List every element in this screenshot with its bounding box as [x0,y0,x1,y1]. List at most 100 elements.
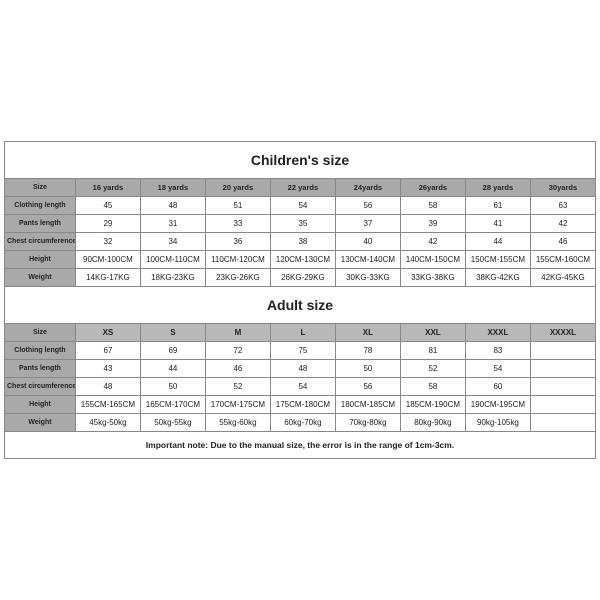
children-header-label: Size [5,179,76,197]
cell: 63 [530,197,595,215]
row-label: Clothing length [5,197,76,215]
row-label: Weight [5,414,76,432]
row-label: Weight [5,269,76,287]
cell: 120CM-130CM [270,251,335,269]
cell: 34 [140,233,205,251]
cell: 44 [140,360,205,378]
cell: 75 [270,342,335,360]
cell: 130CM-140CM [335,251,400,269]
row-label: Clothing length [5,342,76,360]
table-row: Pants length 43 44 46 48 50 52 54 [5,360,596,378]
cell: 54 [465,360,530,378]
cell: 43 [75,360,140,378]
cell: 170CM-175CM [205,396,270,414]
cell: 14KG-17KG [75,269,140,287]
children-title: Children's size [5,142,596,179]
adult-header-label: Size [5,324,76,342]
note-row: Important note: Due to the manual size, … [5,432,596,459]
cell: 58 [400,378,465,396]
children-header-cell: 26yards [400,179,465,197]
cell: 67 [75,342,140,360]
cell: 35 [270,215,335,233]
table-row: Chest circumference 1/2 32 34 36 38 40 4… [5,233,596,251]
cell: 83 [465,342,530,360]
adult-header-cell: XXL [400,324,465,342]
cell: 42 [400,233,465,251]
cell: 42KG-45KG [530,269,595,287]
row-label: Chest circumference 1/2 [5,233,76,251]
cell: 175CM-180CM [270,396,335,414]
cell: 78 [335,342,400,360]
cell: 56 [335,197,400,215]
cell: 155CM-160CM [530,251,595,269]
children-header-cell: 18 yards [140,179,205,197]
cell [530,378,595,396]
children-header-row: Size 16 yards 18 yards 20 yards 22 yards… [5,179,596,197]
cell: 52 [400,360,465,378]
table-row: Weight 14KG-17KG 18KG-23KG 23KG-26KG 26K… [5,269,596,287]
size-chart-table: Children's size Size 16 yards 18 yards 2… [4,141,596,459]
cell: 33KG-38KG [400,269,465,287]
cell: 38 [270,233,335,251]
cell: 190CM-195CM [465,396,530,414]
cell: 36 [205,233,270,251]
table-row: Weight 45kg-50kg 50kg-55kg 55kg-60kg 60k… [5,414,596,432]
row-label: Height [5,251,76,269]
cell: 40 [335,233,400,251]
cell: 185CM-190CM [400,396,465,414]
cell: 51 [205,197,270,215]
cell: 180CM-185CM [335,396,400,414]
table-row: Height 90CM-100CM 100CM-110CM 110CM-120C… [5,251,596,269]
cell: 80kg-90kg [400,414,465,432]
adult-header-cell: XXXXL [530,324,595,342]
cell [530,396,595,414]
children-header-cell: 20 yards [205,179,270,197]
cell: 44 [465,233,530,251]
cell: 37 [335,215,400,233]
cell: 54 [270,197,335,215]
cell: 100CM-110CM [140,251,205,269]
cell: 39 [400,215,465,233]
cell: 54 [270,378,335,396]
cell: 32 [75,233,140,251]
cell: 18KG-23KG [140,269,205,287]
row-label: Pants length [5,215,76,233]
adult-header-cell: L [270,324,335,342]
adult-title-row: Adult size [5,287,596,324]
cell: 90kg-105kg [465,414,530,432]
table-row: Clothing length 45 48 51 54 56 58 61 63 [5,197,596,215]
cell: 33 [205,215,270,233]
table-row: Pants length 29 31 33 35 37 39 41 42 [5,215,596,233]
cell: 55kg-60kg [205,414,270,432]
cell: 46 [530,233,595,251]
cell: 90CM-100CM [75,251,140,269]
cell: 31 [140,215,205,233]
cell [530,414,595,432]
cell: 81 [400,342,465,360]
cell: 155CM-165CM [75,396,140,414]
children-header-cell: 22 yards [270,179,335,197]
adult-header-cell: S [140,324,205,342]
adult-header-cell: M [205,324,270,342]
cell: 69 [140,342,205,360]
row-label: Height [5,396,76,414]
cell: 45kg-50kg [75,414,140,432]
table-row: Chest circumference 1/2 48 50 52 54 56 5… [5,378,596,396]
cell: 48 [270,360,335,378]
cell: 56 [335,378,400,396]
cell: 30KG-33KG [335,269,400,287]
note-text: Important note: Due to the manual size, … [5,432,596,459]
children-header-cell: 30yards [530,179,595,197]
cell: 45 [75,197,140,215]
cell: 50kg-55kg [140,414,205,432]
cell: 52 [205,378,270,396]
cell: 165CM-170CM [140,396,205,414]
cell: 23KG-26KG [205,269,270,287]
adult-header-cell: XXXL [465,324,530,342]
cell: 26KG-29KG [270,269,335,287]
cell: 48 [140,197,205,215]
cell: 140CM-150CM [400,251,465,269]
children-title-row: Children's size [5,142,596,179]
children-header-cell: 28 yards [465,179,530,197]
cell: 150CM-155CM [465,251,530,269]
